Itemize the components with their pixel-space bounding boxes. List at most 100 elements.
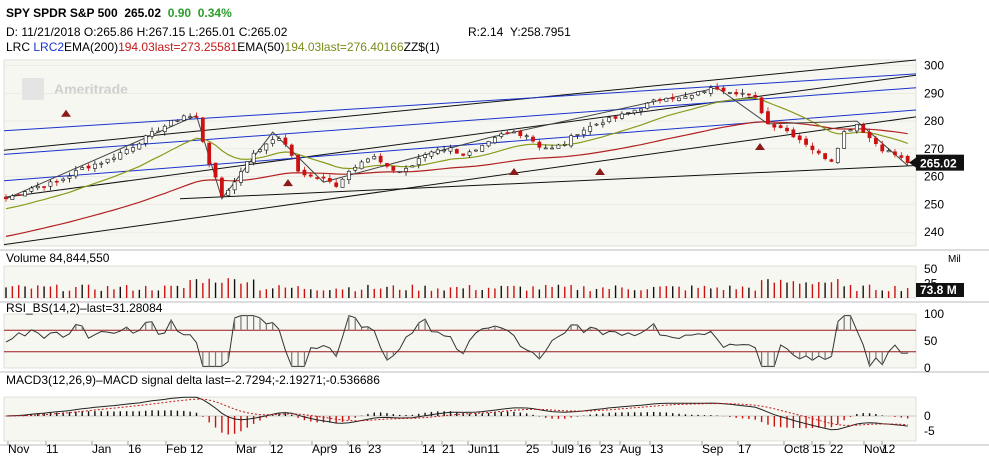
security-name: SPDR S&P 500 [33,6,118,20]
price-candle [239,171,243,183]
x-tick-label: Jan [92,442,111,456]
price-candle [880,144,885,152]
x-tick-label: 16 [128,442,142,456]
signal-arrow-marker [283,179,293,187]
price-candle [537,141,542,148]
price-candle [334,182,339,187]
price-candle [702,91,707,94]
price-tick-label: 260 [924,170,944,184]
price-candle [518,130,523,136]
price-candle [867,131,872,139]
price-candle [308,174,313,177]
price-candle [594,123,599,126]
price-candle [696,91,701,96]
price-candle [512,131,516,134]
price-candle [105,158,110,163]
price-tick-label: 270 [924,142,944,156]
high-label: H:267.15 [136,25,186,39]
macd-panel-bg [3,396,917,442]
price-candle [23,191,27,197]
price-candle [61,178,66,181]
price-candle [423,154,427,158]
price-candle [213,162,218,178]
macd-label: MACD3(12,26,9)–MACD signal delta last=-2… [6,373,380,387]
price-candle [620,113,624,119]
x-tick-label: Apr9 [312,442,338,456]
price-candle [829,159,834,162]
close-label: C:265.02 [238,25,288,39]
rsi-line [5,314,908,368]
price-candle [283,137,288,145]
x-tick-label: 22 [830,442,844,456]
price-candle [169,120,173,127]
price-candle [848,129,853,132]
price-candle [778,125,783,128]
price-candle [194,116,199,118]
price-candle [245,161,250,173]
price-candle [785,127,789,132]
x-tick-label: 15 [812,442,826,456]
price-candle [753,95,758,98]
price-candle [289,144,294,156]
price-candle [823,153,828,160]
price-candle [16,194,21,196]
rsi-tick-label: 0 [924,361,931,375]
price-candle [531,136,535,142]
price-candle [416,158,421,165]
x-tick-label: 16 [348,442,362,456]
x-tick-label: 11 [46,442,59,456]
price-candle [670,97,675,100]
price-candle [302,169,307,176]
x-tick-label: 23 [368,442,382,456]
lrc2-upper-line [3,73,917,132]
price-badge [916,154,964,171]
price-candle [740,92,745,95]
price-candle [124,149,129,155]
macd-tick-label: 0 [924,409,931,423]
price-candle [340,178,345,188]
y-label: Y:258.7951 [510,25,571,39]
price-candle [410,165,415,168]
rsi-label: RSI_BS(14,2)–last=31.28084 [6,301,163,315]
price-candle [54,180,59,183]
price-candle [791,129,796,138]
lrc2-mid-line [3,87,917,155]
price-candle [664,97,669,102]
price-candle [842,131,847,149]
price-candle [86,165,91,169]
price-candle [258,149,262,152]
price-candle [385,163,389,167]
price-candle [886,150,891,153]
price-candle [200,117,205,142]
ema50-value: 194.03last=276.40166 [284,40,404,54]
price-candle [461,153,466,156]
price-candle [677,97,681,101]
price-candle [4,197,8,200]
x-tick-label: 17 [738,442,752,456]
signal-arrow-marker [61,109,71,117]
price-candle [181,115,186,121]
volume-tick-label: 50 [924,262,938,276]
price-candle [759,97,764,114]
price-candle [442,149,447,152]
price-candle [562,144,567,146]
low-label: L:265.01 [188,25,236,39]
price-tick-label: 290 [924,86,944,100]
ohlc-line: D: 11/21/2018 O:265.86 H:267.15 L:265.01… [6,25,287,39]
price-candle [893,151,897,155]
x-tick-label: Oct8 [784,442,810,456]
price-candle [99,162,104,165]
x-tick-label: Jun11 [468,442,500,456]
price-candle [467,151,472,156]
price-candle [156,130,161,133]
price-candle [315,177,320,179]
ema200-value: 194.03last=273.25581 [118,40,238,54]
zigzag-label: ZZ$(1) [403,40,440,54]
volume-badge-label: 73.8 M [920,283,957,297]
price-badge-label: 265.02 [920,157,957,171]
rsi-panel-bg [3,313,917,369]
signal-arrow-marker [755,143,765,151]
price-candle [639,108,643,112]
price-candle [854,123,859,132]
price-candle [569,135,574,147]
